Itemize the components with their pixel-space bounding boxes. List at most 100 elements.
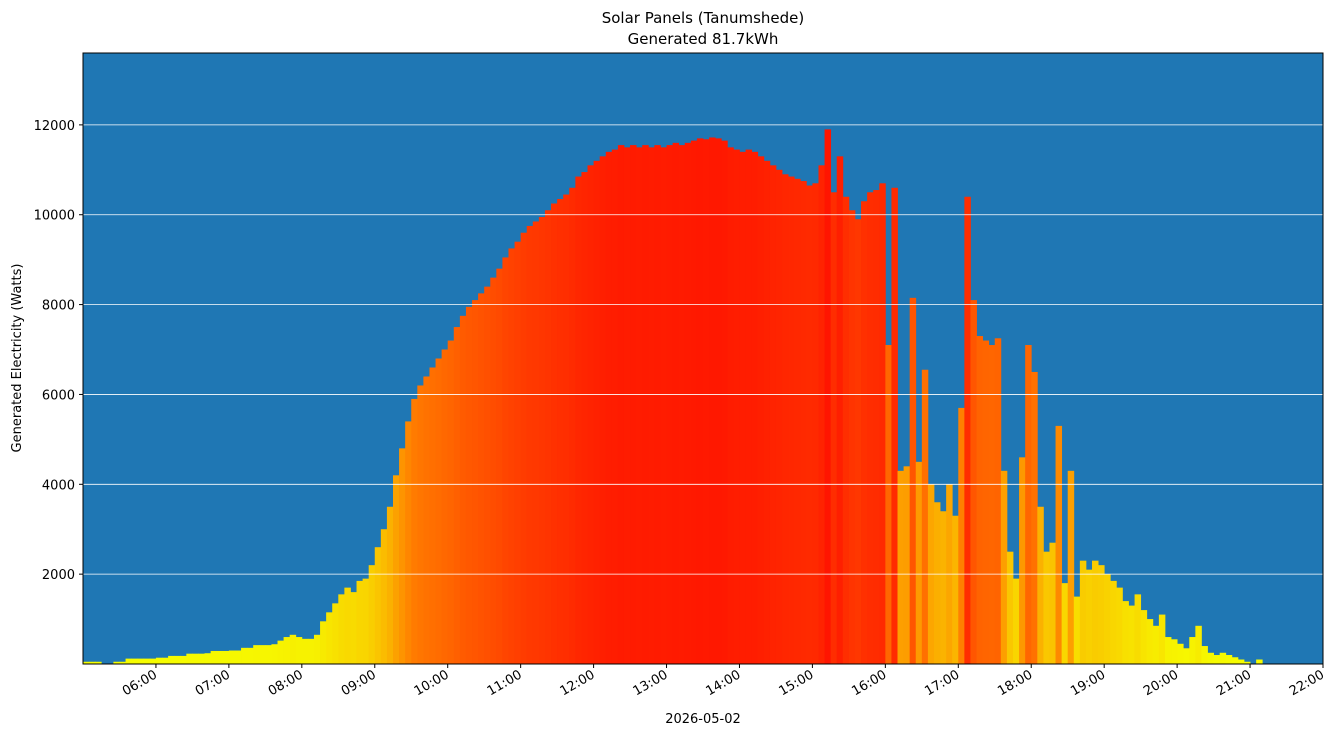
bar [180,655,187,664]
bar [265,645,272,664]
x-axis-label: 2026-05-02 [665,712,741,727]
bar [1164,637,1172,664]
bar [690,140,698,665]
x-tick-label: 20:00 [1141,667,1181,699]
bar [344,587,351,665]
x-tick-label: 12:00 [558,667,598,699]
bar [739,151,746,665]
bar [648,147,655,665]
bar [1079,560,1087,664]
bar [751,151,759,665]
bar [411,398,418,664]
bar [216,650,224,664]
bar [617,145,625,665]
bar [897,470,904,664]
x-tick-label: 16:00 [849,667,889,699]
bar [891,187,898,664]
x-tick-label: 07:00 [193,667,233,699]
bar [544,210,552,665]
bar [453,327,461,664]
x-tick-label: 17:00 [922,667,962,699]
bar [721,140,728,665]
y-tick-label: 2000 [42,568,75,583]
bar [666,145,674,665]
bar [1104,574,1111,664]
bar [332,603,339,664]
bar [277,640,284,664]
bar [465,306,473,664]
bar [988,345,996,664]
bar [678,145,686,665]
bar [909,297,917,664]
bar [441,349,449,664]
bar [1025,345,1032,664]
bar [842,196,850,664]
bar [654,145,661,665]
x-tick-label: 19:00 [1068,667,1108,699]
bar [1231,657,1239,664]
bar [95,661,102,664]
bar [1146,619,1154,664]
bar [307,638,315,664]
bar [727,147,734,665]
bar [709,137,716,664]
bar [350,592,357,664]
bar [818,165,825,664]
bar [769,165,777,664]
bar [836,156,844,664]
bar [149,658,157,664]
x-tick-label: 21:00 [1214,667,1254,699]
bar [940,511,947,664]
bar [557,199,564,664]
bar [994,338,1002,664]
bar [496,268,503,664]
bar [526,225,534,664]
bar [563,194,570,664]
bar [958,407,965,664]
bar [131,658,139,664]
bar [964,196,971,664]
bar [459,315,467,664]
bar [733,149,740,665]
bar [374,547,382,664]
bar [1055,425,1063,664]
bar [672,142,680,665]
bar [757,156,765,664]
y-tick-label: 6000 [42,388,75,403]
bar [283,637,291,664]
bar [241,647,248,664]
bar [1085,569,1093,664]
bar [338,594,345,664]
y-axis-label: Generated Electricity (Watts) [10,264,25,453]
bar [1134,594,1142,664]
bar [660,147,667,665]
bar [1183,648,1190,664]
bar [168,655,175,664]
bar [1013,578,1020,664]
bar [1237,659,1245,664]
bar [435,358,443,664]
bar [174,655,181,664]
bar [228,650,236,664]
bar [253,645,260,664]
bar [234,650,242,664]
bar [1158,614,1166,664]
bar [1140,610,1148,664]
bar [83,661,90,664]
y-tick-label: 4000 [42,478,75,493]
bar [393,475,400,664]
bar [399,448,406,664]
bar [873,190,880,664]
bar [915,461,923,664]
bar [119,661,126,664]
bar [320,621,327,664]
bar [587,165,594,664]
bar [575,176,582,665]
x-tick-label: 10:00 [412,667,452,699]
bar [1061,583,1069,664]
bar [313,634,321,664]
plot-frame [82,52,1324,665]
bar [982,340,990,664]
bar [1122,601,1129,664]
x-tick-label: 15:00 [776,667,816,699]
